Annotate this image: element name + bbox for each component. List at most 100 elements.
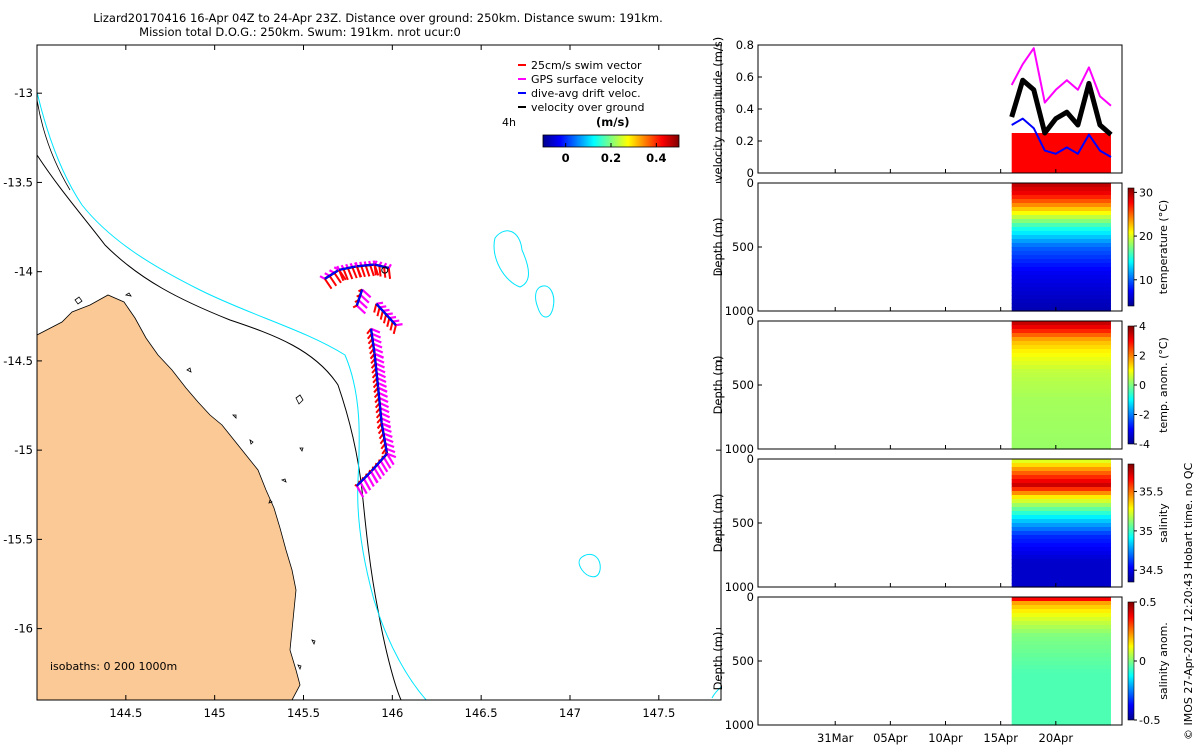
section-depth-band	[1011, 625, 1111, 630]
gps-velocity-vector	[375, 367, 386, 374]
section-depth-band	[1011, 271, 1111, 276]
section-depth-band	[1011, 709, 1111, 714]
title-line-2: Mission total D.O.G.: 250km. Swum: 191km…	[139, 25, 461, 39]
section-colorbar	[1127, 187, 1135, 307]
reef-outline	[535, 285, 555, 318]
x-tick-label: 146.5	[465, 706, 498, 720]
colorbar-tick-label: 4	[1139, 320, 1146, 333]
section-depth-band	[1011, 511, 1111, 516]
section-depth-band	[1011, 487, 1111, 492]
section-depth-band	[1011, 231, 1111, 236]
isobath-label: isobaths: 0 200 1000m	[50, 660, 177, 673]
y-tick-label: 0	[747, 452, 754, 466]
gps-velocity-vector	[377, 386, 388, 393]
section-depth-band	[1011, 183, 1111, 188]
swim-vector	[352, 304, 358, 309]
section-depth-band	[1011, 429, 1111, 434]
section-depth-band	[1011, 299, 1111, 304]
temperature-anomaly-section-panel: -4 -2 0 2 4 temp. anom. (°C) 0 500 1000 Depth (m)	[711, 314, 1170, 456]
section-depth-band	[1011, 421, 1111, 426]
track-drift-segment	[370, 453, 388, 473]
x-tick-label: 147	[559, 706, 581, 720]
swim-vector	[369, 264, 375, 277]
y-tick-label: -13	[14, 86, 33, 100]
land-mass	[37, 294, 301, 700]
y-tick-label: -16	[14, 622, 33, 636]
colorbar-label: salinity anom.	[1157, 622, 1170, 700]
y-tick-label: 0	[747, 590, 754, 604]
track-drift-segment	[380, 423, 388, 454]
section-depth-band	[1011, 491, 1111, 496]
legend-entry-gps: GPS surface velocity	[518, 73, 644, 86]
gps-velocity-vector	[385, 447, 396, 454]
gps-velocity-vector	[376, 376, 387, 384]
section-depth-band	[1011, 601, 1111, 606]
swim-vector	[373, 303, 378, 313]
y-axis-label: Depth (m)	[711, 218, 725, 277]
section-depth-band	[1011, 337, 1111, 342]
section-depth-band	[1011, 389, 1111, 394]
y-axis-label: Depth (m)	[711, 494, 725, 553]
section-depth-band	[1011, 665, 1111, 670]
section-depth-band	[1011, 287, 1111, 292]
gps-velocity-vector	[386, 453, 395, 466]
gps-velocity-vector	[383, 437, 394, 444]
y-tick-label: 500	[732, 378, 754, 392]
y-tick-label: 0	[747, 176, 754, 190]
track-drift-segment	[373, 353, 380, 388]
section-depth-band	[1011, 349, 1111, 354]
section-depth-band	[1011, 507, 1111, 512]
section-depth-band	[1011, 321, 1111, 326]
x-tick-label: 05Apr	[873, 731, 908, 745]
section-depth-band	[1011, 325, 1111, 330]
section-depth-band	[1011, 689, 1111, 694]
section-depth-band	[1011, 673, 1111, 678]
section-depth-band	[1011, 531, 1111, 536]
section-depth-band	[1011, 693, 1111, 698]
colorbar-label: temp. anom. (°C)	[1157, 337, 1170, 433]
section-depth-band	[1011, 483, 1111, 488]
section-depth-band	[1011, 255, 1111, 260]
section-depth-band	[1011, 459, 1111, 464]
salinity-section-panel: 34.5 35 35.5 salinity 0 500 1000 Depth (m)	[711, 452, 1170, 594]
swim-vector	[338, 269, 345, 282]
swim-vector	[383, 266, 387, 278]
velocity-magnitude-panel: 0 0.2 0.4 0.6 0.8 velocity magnitude (m/s)	[711, 37, 1123, 181]
section-depth-band	[1011, 563, 1111, 568]
isobath-200-line	[37, 99, 71, 191]
y-tick-label: 0.6	[736, 70, 754, 84]
y-tick-label: -14.5	[3, 354, 33, 368]
colorbar-unit: (m/s)	[596, 115, 630, 129]
islands	[74, 292, 316, 671]
colorbar-tick-label: 0	[1139, 655, 1146, 668]
gps-velocity-vector	[371, 332, 382, 339]
colorbar-tick-label: 0.2	[601, 151, 621, 165]
x-tick-label: 10Apr	[928, 731, 963, 745]
legend-label: dive-avg drift veloc.	[531, 87, 641, 100]
section-depth-band	[1011, 645, 1111, 650]
gps-velocity-vector	[377, 381, 388, 388]
gps-velocity-vector	[374, 357, 385, 364]
swim-vector	[392, 324, 397, 335]
section-depth-band	[1011, 333, 1111, 338]
swim-vector	[323, 278, 333, 290]
temperature-section-panel: 10 20 30 temperature (°C) 0 500 1000 Depth (m)	[711, 176, 1170, 318]
colorbar-label: temperature (°C)	[1157, 200, 1170, 294]
gps-velocity-vector	[354, 262, 358, 267]
section-depth-band	[1011, 471, 1111, 476]
section-depth-band	[1011, 353, 1111, 358]
section-depth-band	[1011, 701, 1111, 706]
gps-velocity-vector	[379, 460, 389, 473]
x-tick-label: 146	[381, 706, 403, 720]
section-depth-band	[1011, 243, 1111, 248]
section-depth-band	[1011, 515, 1111, 520]
section-depth-band	[1011, 401, 1111, 406]
glider-track	[319, 260, 403, 498]
swim-vector	[387, 267, 392, 280]
gps-velocity-vector	[359, 481, 368, 495]
legend-entry-swim: 25cm/s swim vector	[518, 59, 642, 72]
section-depth-band	[1011, 373, 1111, 378]
section-depth-band	[1011, 207, 1111, 212]
track-drift-segment	[324, 269, 340, 280]
y-tick-label: 500	[732, 654, 754, 668]
